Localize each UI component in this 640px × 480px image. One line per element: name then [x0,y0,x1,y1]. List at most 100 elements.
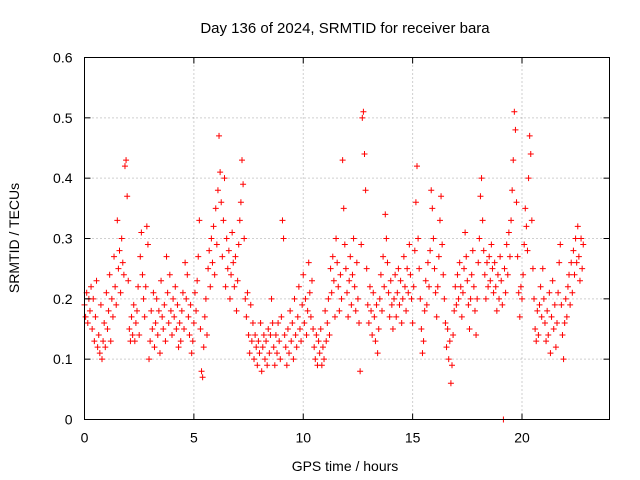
data-point [115,265,122,272]
data-point [424,259,431,266]
data-point [259,344,266,351]
data-point [420,338,427,345]
data-point [234,277,241,284]
data-point [274,350,280,357]
data-point [148,307,155,314]
data-point [92,313,99,320]
data-point [283,362,290,369]
data-point [539,265,546,272]
data-point [370,289,377,296]
data-point [241,235,248,242]
data-point [492,283,499,290]
data-point [303,332,310,339]
data-point [562,295,569,302]
data-point [548,313,555,320]
data-point [549,277,556,284]
data-point [510,157,517,164]
x-tick-label: 20 [514,430,530,446]
data-point [146,356,153,363]
data-point [309,277,315,284]
data-point [480,247,487,254]
data-point [161,301,168,308]
data-point [374,350,381,357]
data-point [464,277,471,284]
data-point [465,301,472,308]
data-point [454,271,461,278]
data-point [421,307,428,314]
data-point [178,307,185,314]
data-point [391,295,398,302]
data-point [406,241,413,248]
data-point [164,289,171,296]
data-point [165,319,172,326]
data-point [255,338,262,345]
data-point [289,319,296,326]
data-point [217,169,224,176]
data-point [470,283,477,290]
data-point [231,283,238,290]
data-point [418,326,425,332]
data-point [348,301,355,308]
data-point [478,175,485,182]
data-point [469,247,476,254]
data-point [491,259,498,266]
data-point [575,253,582,260]
data-point [558,301,565,308]
data-point [494,271,501,278]
data-point [477,193,484,200]
data-point [167,307,174,314]
data-point [97,301,104,308]
data-point [436,217,443,224]
data-point [560,356,567,363]
y-tick-label: 0.6 [53,50,73,66]
y-axis-label: SRMTID / TECUs [6,183,22,293]
data-point [345,313,352,320]
data-point [383,235,390,242]
data-point [475,259,482,266]
data-point [344,289,350,296]
data-point [105,307,112,314]
data-point [428,187,435,194]
data-point [229,229,236,236]
data-point [191,289,198,296]
data-point [525,175,532,182]
data-point [411,247,418,254]
data-point [459,289,466,296]
data-point [312,356,319,363]
data-point [431,265,438,272]
data-point [264,362,271,369]
data-point [265,326,272,332]
data-point [209,259,216,266]
data-point [440,271,447,278]
data-point [375,326,382,332]
data-point [142,283,149,290]
data-point [386,313,393,320]
data-point [315,338,322,345]
data-point [389,326,396,332]
data-point [446,338,453,345]
data-point [340,205,347,212]
data-point [254,362,261,369]
data-point [516,313,523,320]
y-tick-label: 0.4 [53,170,73,186]
data-point [503,241,510,248]
data-point [135,283,142,290]
data-point [566,271,573,278]
data-point [442,319,449,326]
data-point [497,253,504,260]
data-point [574,223,581,230]
data-point [545,332,552,339]
data-point [372,338,379,345]
data-point [272,332,279,339]
data-point [381,283,388,290]
data-point [579,265,586,272]
plot-frame [84,57,610,420]
data-point [441,295,448,302]
data-point [268,295,275,302]
data-point [184,271,191,278]
data-point [482,295,489,302]
data-point [540,295,547,302]
data-point [524,247,531,254]
y-tick-label: 0.5 [53,110,73,126]
